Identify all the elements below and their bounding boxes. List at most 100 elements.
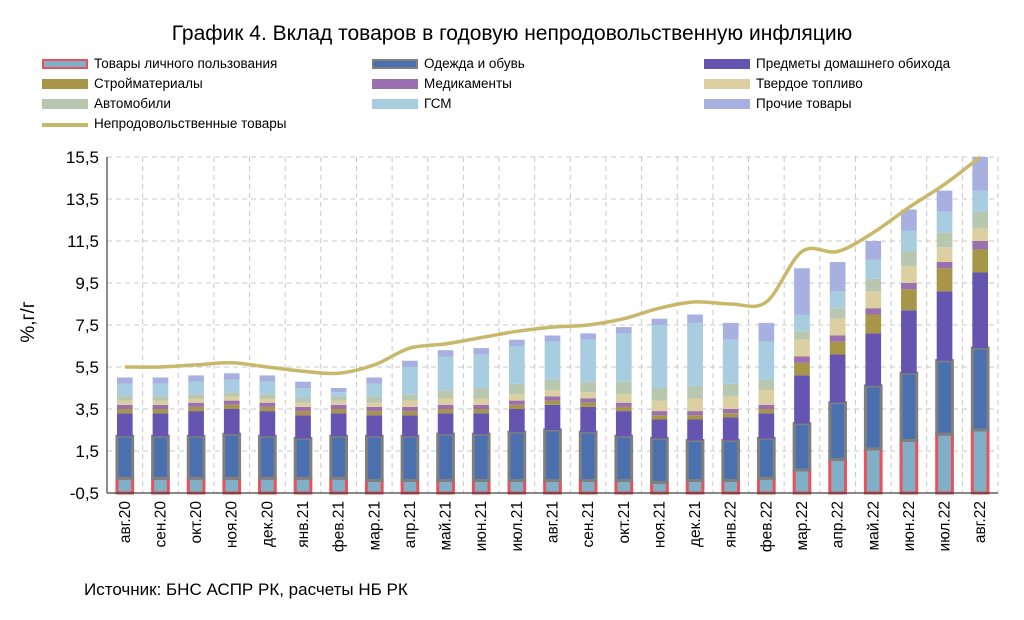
- y-tick-label: 5,5: [75, 358, 99, 377]
- legend-swatch: [42, 59, 88, 69]
- bar-segment: [223, 404, 240, 409]
- bar-segment: [901, 266, 917, 283]
- bar-segment: [402, 394, 418, 401]
- legend-swatch-line: [42, 123, 88, 127]
- bar-segment: [366, 415, 383, 437]
- bar-segment: [758, 390, 775, 405]
- bar-segment: [366, 383, 383, 397]
- bar-segment: [615, 402, 632, 407]
- x-tick-label: сен.20: [152, 501, 169, 548]
- bar-segment: [899, 371, 919, 442]
- bar-segment: [865, 259, 882, 279]
- bar-segment: [402, 415, 418, 437]
- bar-segment: [936, 211, 953, 233]
- legend-label: Прочие товары: [756, 96, 852, 111]
- bar-segment: [687, 398, 703, 412]
- bar-segment: [901, 251, 917, 267]
- bar-segment: [615, 411, 632, 437]
- bar-segment: [792, 468, 812, 495]
- bar-segment: [721, 478, 741, 495]
- bar-segment: [364, 434, 384, 482]
- x-tick-label: июн.21: [473, 501, 490, 551]
- legend-swatch: [42, 99, 88, 109]
- bar-segment: [970, 428, 990, 495]
- bar-segment: [544, 341, 561, 380]
- bar-segment: [650, 481, 669, 495]
- bar-segment: [722, 322, 739, 340]
- bar-segment: [972, 157, 989, 191]
- bar-segment: [794, 356, 810, 363]
- x-tick-label: янв.21: [295, 501, 312, 548]
- bar-segment: [116, 404, 133, 409]
- bar-segment: [829, 291, 846, 309]
- bar-segment: [188, 411, 204, 437]
- bar-segment: [829, 308, 846, 319]
- bar-segment: [651, 419, 668, 439]
- source-note: Источник: БНС АСПР РК, расчеты НБ РК: [84, 580, 408, 599]
- legend-swatch: [42, 79, 88, 89]
- bar-segment: [899, 439, 919, 495]
- bar-segment: [687, 385, 703, 399]
- bar-segment: [901, 310, 917, 374]
- bar-segment: [758, 404, 775, 409]
- bar-segment: [295, 402, 311, 407]
- legend-swatch: [372, 79, 418, 89]
- x-tick-label: мар.21: [366, 501, 383, 550]
- bar-segment: [615, 333, 632, 382]
- bar-segment: [259, 406, 276, 412]
- bar-segment: [614, 434, 634, 482]
- bar-segment: [687, 411, 703, 416]
- legend-swatch: [372, 59, 418, 69]
- bar-segment: [722, 396, 739, 409]
- x-tick-label: ноя.21: [651, 501, 668, 548]
- bar-segment: [544, 335, 561, 342]
- bar-segment: [115, 476, 135, 495]
- bar-segment: [116, 413, 133, 437]
- bar-segment: [509, 383, 525, 395]
- bar-segment: [223, 373, 240, 380]
- bar-segment: [936, 232, 953, 248]
- bar-segment: [116, 409, 133, 414]
- bar-segment: [936, 262, 953, 269]
- bar-segment: [471, 432, 491, 482]
- bar-segment: [330, 400, 347, 405]
- legend: Товары личного пользования Одежда и обув…: [42, 54, 1002, 134]
- bar-segment: [651, 400, 668, 412]
- bar-segment: [865, 241, 882, 260]
- bar-segment: [972, 249, 989, 273]
- bar-segment: [330, 413, 347, 437]
- bar-segment: [116, 383, 133, 397]
- bar-segment: [259, 381, 276, 395]
- bar-segment: [259, 402, 276, 407]
- bar-segment: [258, 434, 277, 480]
- bar-segment: [400, 478, 420, 495]
- x-tick-label: авг.22: [972, 501, 989, 543]
- bar-segment: [329, 476, 349, 495]
- bar-segment: [544, 396, 561, 401]
- x-tick-label: мар.22: [794, 501, 811, 550]
- bar-segment: [792, 422, 812, 472]
- bar-segment: [188, 375, 204, 382]
- bar-segment: [152, 396, 169, 401]
- legend-label: Предметы домашнего обихода: [756, 56, 951, 71]
- bar-segment: [295, 411, 311, 416]
- bar-segment: [722, 339, 739, 384]
- bar-segment: [366, 402, 383, 407]
- legend-label: Автомобили: [94, 96, 171, 111]
- bar-segment: [901, 230, 917, 252]
- bar-segment: [366, 411, 383, 416]
- bar-segment: [829, 262, 846, 292]
- bar-segment: [685, 439, 705, 482]
- bar-segment: [972, 241, 989, 250]
- bar-segment: [152, 404, 169, 409]
- bar-segment: [223, 400, 240, 405]
- bar-segment: [580, 381, 596, 393]
- bar-segment: [471, 478, 491, 495]
- bar-segment: [293, 436, 313, 480]
- bar-segment: [722, 383, 739, 397]
- bar-segment: [116, 396, 133, 401]
- bar-segment: [151, 476, 170, 495]
- bar-segment: [366, 406, 383, 412]
- bar-segment: [223, 392, 240, 397]
